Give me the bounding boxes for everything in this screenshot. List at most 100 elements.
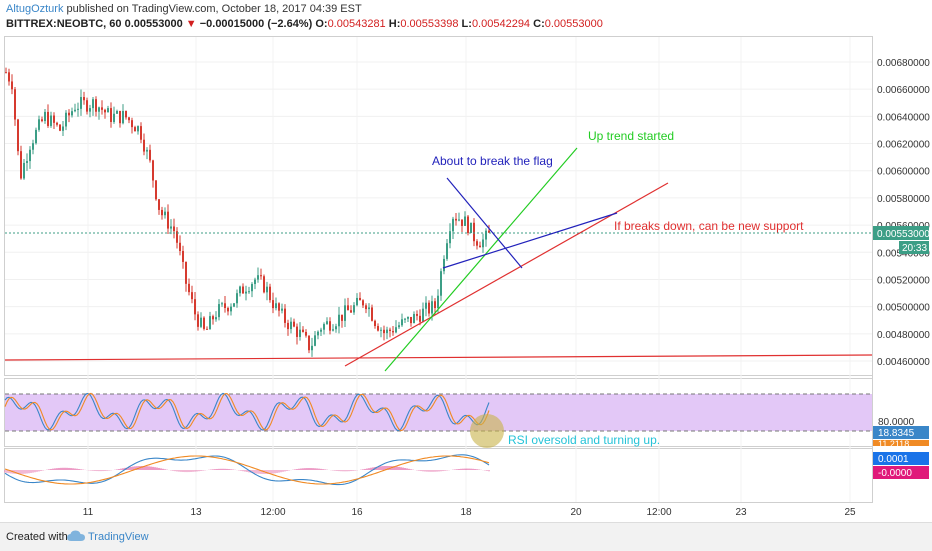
candle-body — [365, 305, 367, 310]
candle-body — [440, 271, 442, 296]
candle-body — [20, 151, 22, 179]
time-axis-tick: 12:00 — [646, 507, 671, 518]
candle-body — [344, 305, 346, 321]
candle-body — [311, 345, 313, 351]
published-text: published on TradingView.com, October 18… — [66, 3, 362, 15]
candle-body — [146, 149, 148, 152]
macd-signal-value: -0.0000 — [878, 468, 912, 479]
candle-body — [269, 286, 271, 301]
candle-body — [428, 302, 430, 314]
annotation-rsi: RSI oversold and turning up. — [508, 433, 660, 447]
candle-body — [143, 139, 145, 152]
candle-body — [335, 326, 337, 330]
candle-body — [122, 110, 124, 124]
candle-body — [221, 303, 223, 305]
uptrend-line[interactable] — [384, 147, 578, 372]
candle-body — [347, 305, 349, 311]
candle-body — [158, 199, 160, 210]
candle-body — [50, 115, 52, 126]
annotation-support: If breaks down, can be new support — [614, 219, 804, 233]
candle-body — [59, 124, 61, 131]
annotation-flag: About to break the flag — [432, 154, 553, 168]
candle-body — [167, 211, 169, 229]
candle-body — [437, 295, 439, 309]
candle-body — [95, 99, 97, 112]
candle-body — [287, 322, 289, 330]
candle-body — [458, 219, 460, 221]
candle-body — [8, 72, 10, 82]
candle-body — [236, 293, 238, 304]
support-trendline[interactable] — [344, 182, 669, 367]
candle-body — [200, 317, 202, 327]
grid — [5, 37, 872, 502]
flag-upper-line[interactable] — [446, 177, 523, 269]
candle-body — [314, 335, 316, 346]
candle-body — [248, 291, 250, 293]
candle-body — [98, 107, 100, 112]
candle-body — [416, 314, 418, 316]
candle-body — [230, 306, 232, 312]
symbol-label: BITTREX:NEOBTC, 60 — [6, 18, 122, 30]
candle-body — [401, 319, 403, 326]
candle-body — [119, 110, 121, 124]
candle-body — [104, 109, 106, 113]
price-change: −0.00015000 (−2.64%) — [199, 18, 313, 30]
candle-body — [368, 307, 370, 310]
candle-body — [386, 329, 388, 334]
oversold-highlight-circle[interactable] — [470, 414, 504, 448]
time-axis-tick: 16 — [351, 507, 363, 518]
high-value: 0.00553398 — [400, 18, 459, 30]
candle-body — [65, 112, 67, 127]
candle-body — [71, 111, 73, 116]
candle-body — [17, 119, 19, 152]
candle-body — [179, 242, 181, 251]
candle-body — [182, 250, 184, 262]
time-axis-tick: 13 — [190, 507, 202, 518]
candle-body — [380, 329, 382, 331]
time-axis-tick: 25 — [844, 507, 856, 518]
candle-body — [419, 315, 421, 322]
candle-body — [260, 275, 262, 277]
candle-body — [110, 108, 112, 122]
candle-body — [152, 160, 154, 181]
footer-bar: Created with TradingView — [0, 522, 932, 551]
horizontal-support-line[interactable] — [4, 354, 873, 361]
candle-body — [299, 329, 301, 337]
candle-body — [227, 307, 229, 312]
candle-body — [467, 216, 469, 233]
candle-body — [485, 230, 487, 240]
chart-canvas[interactable]: 0.00680000 0.00660000 0.00640000 0.00620000… — [0, 0, 932, 522]
price-axis-tick: 0.00600000 — [877, 167, 930, 178]
candle-body — [443, 258, 445, 272]
candle-body — [32, 143, 34, 150]
candle-body — [5, 72, 7, 74]
macd-histogram — [4, 465, 490, 475]
time-axis-tick: 23 — [735, 507, 747, 518]
candle-body — [215, 317, 217, 320]
candle-body — [23, 162, 25, 179]
candle-body — [89, 108, 91, 112]
flag-lower-line[interactable] — [442, 212, 618, 269]
candle-body — [398, 325, 400, 328]
candle-body — [470, 222, 472, 233]
rsi-k-tag — [873, 426, 929, 439]
candle-body — [47, 111, 49, 126]
candle-body — [155, 180, 157, 200]
rsi-axis-tick: 80.0000 — [878, 417, 915, 428]
price-axis-tick: 0.00620000 — [877, 140, 930, 151]
low-value: 0.00542294 — [471, 18, 531, 30]
tradingview-brand-link[interactable]: TradingView — [88, 531, 149, 543]
candle-body — [101, 107, 103, 110]
candle-body — [35, 129, 37, 144]
candle-body — [224, 303, 226, 308]
candle-body — [476, 241, 478, 246]
rsi-k-value: 18.8345 — [878, 428, 915, 439]
candle-body — [257, 275, 259, 280]
author-link[interactable]: AltugOzturk — [6, 3, 64, 15]
candle-body — [422, 308, 424, 322]
candle-body — [305, 331, 307, 336]
candle-body — [452, 218, 454, 232]
candle-body — [26, 161, 28, 163]
macd-value-tag — [873, 452, 929, 465]
candle-body — [425, 302, 427, 309]
